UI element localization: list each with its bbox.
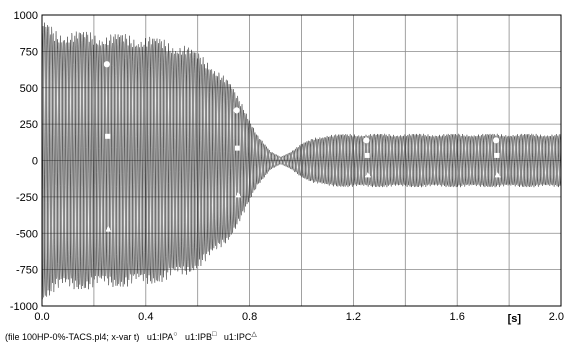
series-marker <box>493 137 500 144</box>
series-line-u1-ipa <box>41 25 562 296</box>
y-axis-ticks: 1000 750 500 250 0 -250 -500 -750 -1000 <box>10 10 38 313</box>
y-tick-label: -500 <box>16 228 38 240</box>
series-marker <box>103 61 110 68</box>
series-marker <box>235 191 242 198</box>
legend-label-ipb: u1:IPB <box>185 332 213 342</box>
series-line-u1-ipc <box>41 26 562 298</box>
legend-item-ipc: u1:IPC△ <box>219 331 257 342</box>
legend-item-ipb: u1:IPB□ <box>180 331 217 342</box>
y-tick-label: 1000 <box>14 10 38 22</box>
y-tick-label: -1000 <box>10 301 38 313</box>
series-marker <box>494 152 500 158</box>
x-tick-label: 0.0 <box>34 311 49 323</box>
y-tick-label: -250 <box>16 192 38 204</box>
y-tick-label: 250 <box>20 119 38 131</box>
series-marker <box>364 152 370 158</box>
x-tick-label: 1.2 <box>346 311 361 323</box>
plot-frame <box>41 14 562 307</box>
legend-caption: (file 100HP-0%-TACS.pl4; x-var t) u1:IPA… <box>5 330 257 342</box>
series-marker <box>494 171 501 178</box>
series-marker <box>363 137 370 144</box>
square-marker-icon: □ <box>212 331 217 338</box>
legend-item-ipa: u1:IPA○ <box>142 331 178 342</box>
x-axis-unit: [s] <box>508 313 522 325</box>
x-axis-ticks: 0.0 0.4 0.8 1.2 1.6 2.0 <box>34 311 564 323</box>
x-tick-label: 1.6 <box>450 311 465 323</box>
x-tick-label: 2.0 <box>549 311 564 323</box>
caption-file: (file 100HP-0%-TACS.pl4; x-var t) <box>5 332 140 342</box>
legend-label-ipc: u1:IPC <box>223 332 252 342</box>
series-marker <box>234 145 240 151</box>
y-tick-label: 750 <box>20 46 38 58</box>
marker-layer <box>103 61 501 232</box>
series-marker <box>233 107 240 114</box>
y-tick-label: 500 <box>20 83 38 95</box>
series-marker <box>364 171 371 178</box>
x-tick-label: 0.8 <box>242 311 257 323</box>
triangle-marker-icon: △ <box>251 331 257 338</box>
series-line-u1-ipb <box>41 22 562 300</box>
legend-label-ipa: u1:IPA <box>146 332 174 342</box>
circle-marker-icon: ○ <box>173 331 178 338</box>
series-marker <box>105 226 112 232</box>
series-layer <box>41 22 562 300</box>
x-tick-label: 0.4 <box>138 311 153 323</box>
y-tick-label: 0 <box>32 156 38 168</box>
y-tick-label: -750 <box>16 265 38 277</box>
series-marker <box>105 133 111 139</box>
